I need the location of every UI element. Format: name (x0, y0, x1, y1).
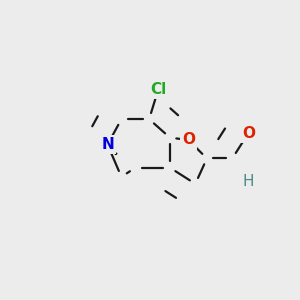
Text: N: N (101, 137, 114, 152)
Text: H: H (243, 174, 254, 189)
Text: O: O (242, 125, 255, 140)
Text: O: O (182, 132, 195, 147)
Text: Cl: Cl (150, 82, 167, 97)
